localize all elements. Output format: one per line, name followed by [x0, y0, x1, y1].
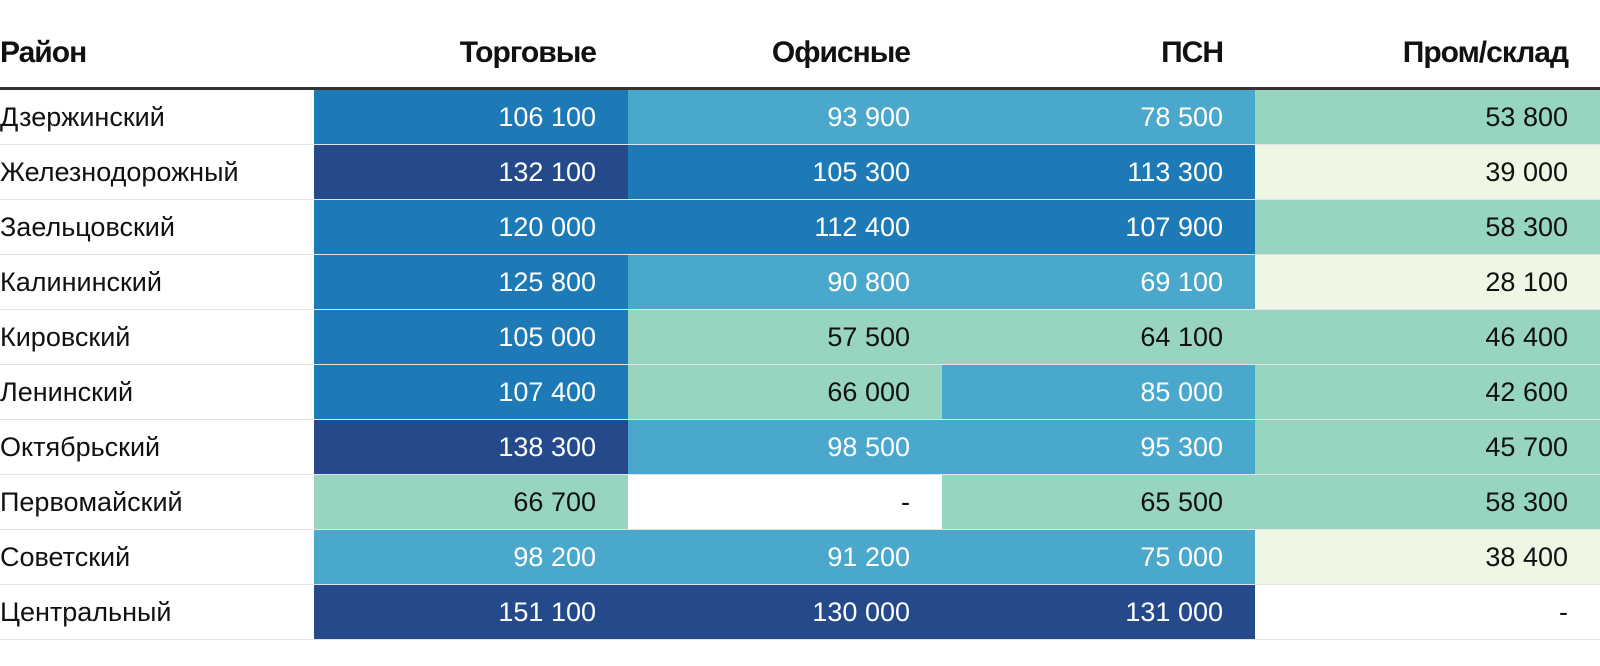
table-body: Дзержинский 106 100 93 900 78 500 53 800 Желе…	[0, 88, 1600, 640]
value-cell: 75 000	[942, 529, 1255, 585]
value-cell: 65 500	[942, 474, 1255, 530]
value-cell: 42 600	[1255, 364, 1600, 420]
column-header: Пром/склад	[1255, 19, 1600, 90]
table-row: Октябрьский 138 300 98 500 95 300 45 700	[0, 419, 1600, 475]
value-cell: 90 800	[628, 254, 942, 310]
value-cell: 58 300	[1255, 199, 1600, 255]
value-cell: 105 000	[314, 309, 628, 365]
value-cell: 98 500	[628, 419, 942, 475]
table-row: Первомайский 66 700-65 500 58 300	[0, 474, 1600, 530]
column-header: Офисные	[628, 19, 942, 90]
value-cell: 130 000	[628, 584, 942, 640]
value-cell: 151 100	[314, 584, 628, 640]
value-cell: 66 000	[628, 364, 942, 420]
value-cell: 112 400	[628, 199, 942, 255]
value-cell: 38 400	[1255, 529, 1600, 585]
value-cell: 85 000	[942, 364, 1255, 420]
district-name-cell: Заельцовский	[0, 199, 314, 255]
value-cell: 98 200	[314, 529, 628, 585]
value-cell: 46 400	[1255, 309, 1600, 365]
value-cell: 28 100	[1255, 254, 1600, 310]
value-cell: 93 900	[628, 88, 942, 145]
table-row: Советский 98 200 91 200 75 000 38 400	[0, 529, 1600, 585]
table-row: Калининский 125 800 90 800 69 100 28 100	[0, 254, 1600, 310]
value-cell: 132 100	[314, 144, 628, 200]
table-row: Заельцовский 120 000 112 400 107 900 58 300	[0, 199, 1600, 255]
value-cell: 91 200	[628, 529, 942, 585]
header-row: Район Торговые Офисные ПСН Пром/склад	[0, 19, 1600, 90]
value-cell: -	[1255, 584, 1600, 640]
value-cell: -	[628, 474, 942, 530]
column-header: Район	[0, 19, 314, 90]
table-row: Центральный 151 100 130 000 131 000-	[0, 584, 1600, 640]
value-cell: 131 000	[942, 584, 1255, 640]
value-cell: 58 300	[1255, 474, 1600, 530]
value-cell: 69 100	[942, 254, 1255, 310]
district-name-cell: Кировский	[0, 309, 314, 365]
district-name-cell: Центральный	[0, 584, 314, 640]
table-row: Ленинский 107 400 66 000 85 000 42 600	[0, 364, 1600, 420]
value-cell: 66 700	[314, 474, 628, 530]
value-cell: 39 000	[1255, 144, 1600, 200]
value-cell: 106 100	[314, 88, 628, 145]
value-cell: 107 400	[314, 364, 628, 420]
district-name-cell: Железнодорожный	[0, 144, 314, 200]
price-heatmap-table: Район Торговые Офисные ПСН Пром/склад Дзержи…	[0, 19, 1600, 640]
table-row: Дзержинский 106 100 93 900 78 500 53 800	[0, 88, 1600, 145]
value-cell: 125 800	[314, 254, 628, 310]
value-cell: 120 000	[314, 199, 628, 255]
value-cell: 57 500	[628, 309, 942, 365]
value-cell: 95 300	[942, 419, 1255, 475]
district-name-cell: Калининский	[0, 254, 314, 310]
district-name-cell: Первомайский	[0, 474, 314, 530]
value-cell: 138 300	[314, 419, 628, 475]
district-name-cell: Советский	[0, 529, 314, 585]
value-cell: 113 300	[942, 144, 1255, 200]
table-row: Железнодорожный 132 100 105 300 113 300 39 0…	[0, 144, 1600, 200]
column-header: Торговые	[314, 19, 628, 90]
district-name-cell: Дзержинский	[0, 88, 314, 145]
value-cell: 45 700	[1255, 419, 1600, 475]
district-name-cell: Ленинский	[0, 364, 314, 420]
table-row: Кировский 105 000 57 500 64 100 46 400	[0, 309, 1600, 365]
value-cell: 78 500	[942, 88, 1255, 145]
value-cell: 53 800	[1255, 88, 1600, 145]
value-cell: 105 300	[628, 144, 942, 200]
column-header: ПСН	[942, 19, 1255, 90]
value-cell: 64 100	[942, 309, 1255, 365]
value-cell: 107 900	[942, 199, 1255, 255]
district-name-cell: Октябрьский	[0, 419, 314, 475]
